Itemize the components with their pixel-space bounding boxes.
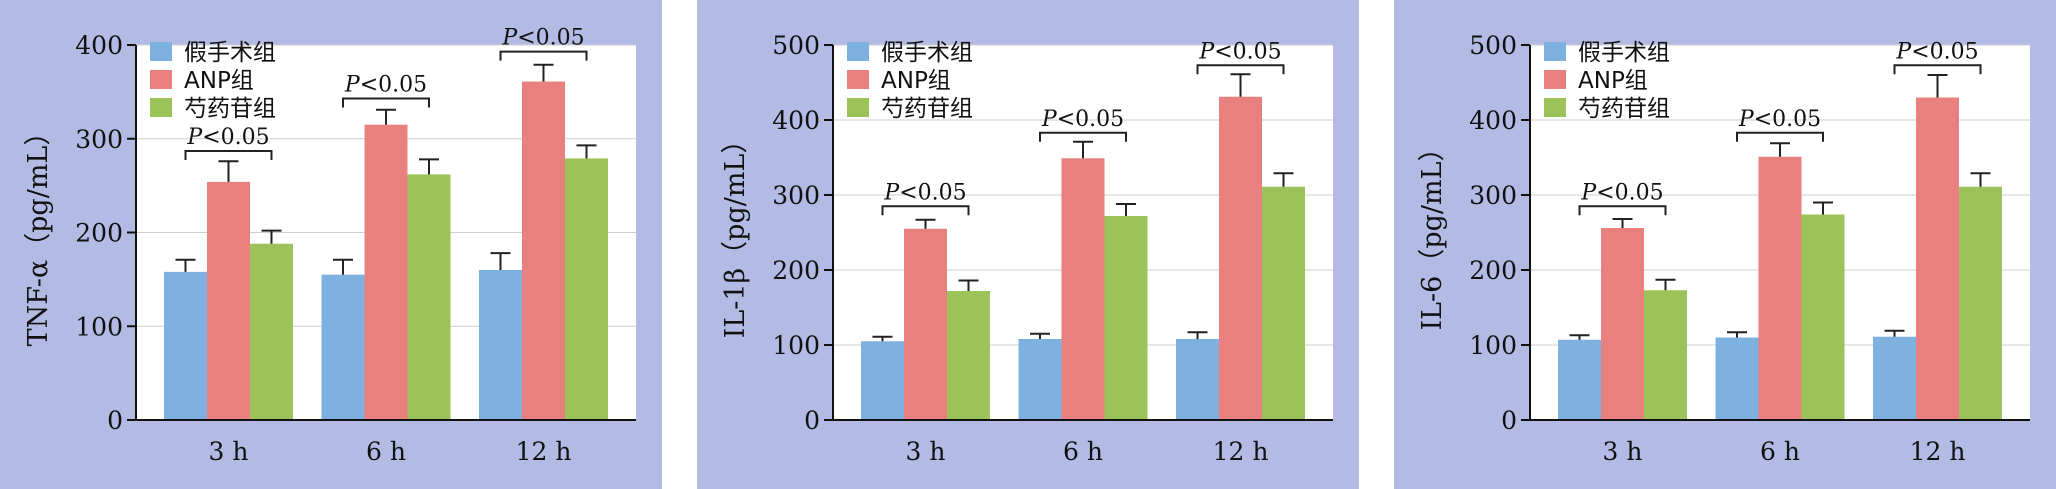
bar xyxy=(321,274,365,420)
x-tick-label: 3 h xyxy=(209,437,249,466)
x-tick-label: 6 h xyxy=(1063,437,1103,466)
y-tick-label: 100 xyxy=(75,312,123,341)
y-tick-label: 100 xyxy=(1469,331,1517,360)
legend-swatch xyxy=(847,70,869,89)
significance-label: P<0.05 xyxy=(501,26,584,51)
x-tick-label: 12 h xyxy=(516,437,572,466)
bar xyxy=(861,341,904,420)
chart-svg-tnf-alpha: 3 h 6 h 12 h P<0.05 P<0.05 P<0.05 0 100 200 300 40… xyxy=(23,26,636,466)
y-tick-label: 300 xyxy=(1469,181,1517,210)
bar xyxy=(565,158,608,420)
legend-label: 假手术组 xyxy=(184,40,276,66)
legend-swatch xyxy=(1544,70,1566,89)
bar xyxy=(947,291,990,420)
x-tick-label: 12 h xyxy=(1910,437,1966,466)
bar xyxy=(1262,186,1305,420)
significance-bracket xyxy=(881,205,970,216)
y-tick-label: 200 xyxy=(1469,256,1517,285)
x-tick-label: 12 h xyxy=(1213,437,1269,466)
y-axis-label: TNF-α（pg/mL） xyxy=(23,119,54,347)
chart-svg-il-1beta: 3 h 6 h 12 h P<0.05 P<0.05 P<0.05 0 100 200 300 40… xyxy=(720,31,1333,466)
y-tick-label: 500 xyxy=(1469,31,1517,60)
bar xyxy=(522,81,565,420)
legend-swatch xyxy=(847,42,869,61)
y-axis-label: IL-6（pg/mL） xyxy=(1417,134,1448,330)
bar xyxy=(1601,228,1644,420)
y-tick-label: 0 xyxy=(107,406,123,435)
significance-bracket xyxy=(1893,64,1982,75)
x-tick-label: 6 h xyxy=(366,437,406,466)
significance-bracket xyxy=(499,50,588,61)
significance-bracket xyxy=(1196,64,1285,75)
legend-label: 芍药苷组 xyxy=(184,96,276,122)
legend-label: ANP组 xyxy=(184,68,254,94)
significance-label: P<0.05 xyxy=(1198,39,1281,64)
bar xyxy=(207,181,250,420)
bar xyxy=(1801,214,1845,420)
legend-label: 假手术组 xyxy=(881,40,973,66)
significance-label: P<0.05 xyxy=(1738,107,1821,132)
y-tick-label: 200 xyxy=(772,256,820,285)
y-tick-label: 400 xyxy=(772,106,820,135)
significance-label: P<0.05 xyxy=(1895,39,1978,64)
legend-label: 假手术组 xyxy=(1578,40,1670,66)
significance-label: P<0.05 xyxy=(883,180,966,205)
y-tick-label: 200 xyxy=(75,219,123,248)
bar xyxy=(1176,339,1219,420)
bar xyxy=(364,124,408,420)
bar xyxy=(1061,158,1105,420)
chart-panel-tnf-alpha: 3 h 6 h 12 h P<0.05 P<0.05 P<0.05 0 100 200 300 40… xyxy=(0,0,662,489)
x-tick-label: 3 h xyxy=(1603,437,1643,466)
significance-bracket xyxy=(1578,205,1667,216)
legend-swatch xyxy=(150,98,172,117)
bar xyxy=(1018,339,1062,420)
y-tick-label: 0 xyxy=(1501,406,1517,435)
legend-label: 芍药苷组 xyxy=(881,96,973,122)
bar xyxy=(250,243,293,420)
significance-bracket xyxy=(1039,131,1127,142)
significance-label: P<0.05 xyxy=(1580,180,1663,205)
bar xyxy=(164,271,207,420)
legend-swatch xyxy=(150,42,172,61)
significance-label: P<0.05 xyxy=(186,125,269,150)
legend-swatch xyxy=(1544,98,1566,117)
y-axis-label: IL-1β（pg/mL） xyxy=(720,127,751,339)
bar xyxy=(904,228,947,420)
x-tick-label: 6 h xyxy=(1760,437,1800,466)
legend-swatch xyxy=(847,98,869,117)
legend-swatch xyxy=(150,70,172,89)
bar xyxy=(1715,337,1759,420)
y-tick-label: 0 xyxy=(804,406,820,435)
bar xyxy=(1959,186,2002,420)
significance-label: P<0.05 xyxy=(1041,107,1124,132)
bar xyxy=(407,174,451,420)
bar xyxy=(1558,339,1601,420)
bar xyxy=(1873,336,1916,420)
significance-label: P<0.05 xyxy=(344,72,427,97)
significance-bracket xyxy=(342,97,430,108)
bar xyxy=(1219,96,1262,420)
y-tick-label: 500 xyxy=(772,31,820,60)
significance-bracket xyxy=(184,149,273,160)
y-tick-label: 300 xyxy=(75,125,123,154)
bar xyxy=(1644,290,1687,420)
legend-swatch xyxy=(1544,42,1566,61)
bar xyxy=(1916,97,1959,420)
bar xyxy=(479,270,522,420)
chart-panel-il-1beta: 3 h 6 h 12 h P<0.05 P<0.05 P<0.05 0 100 200 300 40… xyxy=(697,0,1359,489)
bar xyxy=(1104,216,1148,420)
legend-label: ANP组 xyxy=(1578,68,1648,94)
y-tick-label: 300 xyxy=(772,181,820,210)
bar xyxy=(1758,156,1802,420)
chart-svg-il-6: 3 h 6 h 12 h P<0.05 P<0.05 P<0.05 0 100 200 300 40… xyxy=(1417,31,2030,466)
legend-label: ANP组 xyxy=(881,68,951,94)
y-tick-label: 400 xyxy=(1469,106,1517,135)
chart-panel-il-6: 3 h 6 h 12 h P<0.05 P<0.05 P<0.05 0 100 200 300 40… xyxy=(1394,0,2056,489)
y-tick-label: 100 xyxy=(772,331,820,360)
y-tick-label: 400 xyxy=(75,31,123,60)
x-tick-label: 3 h xyxy=(906,437,946,466)
legend-label: 芍药苷组 xyxy=(1578,96,1670,122)
significance-bracket xyxy=(1736,131,1824,142)
